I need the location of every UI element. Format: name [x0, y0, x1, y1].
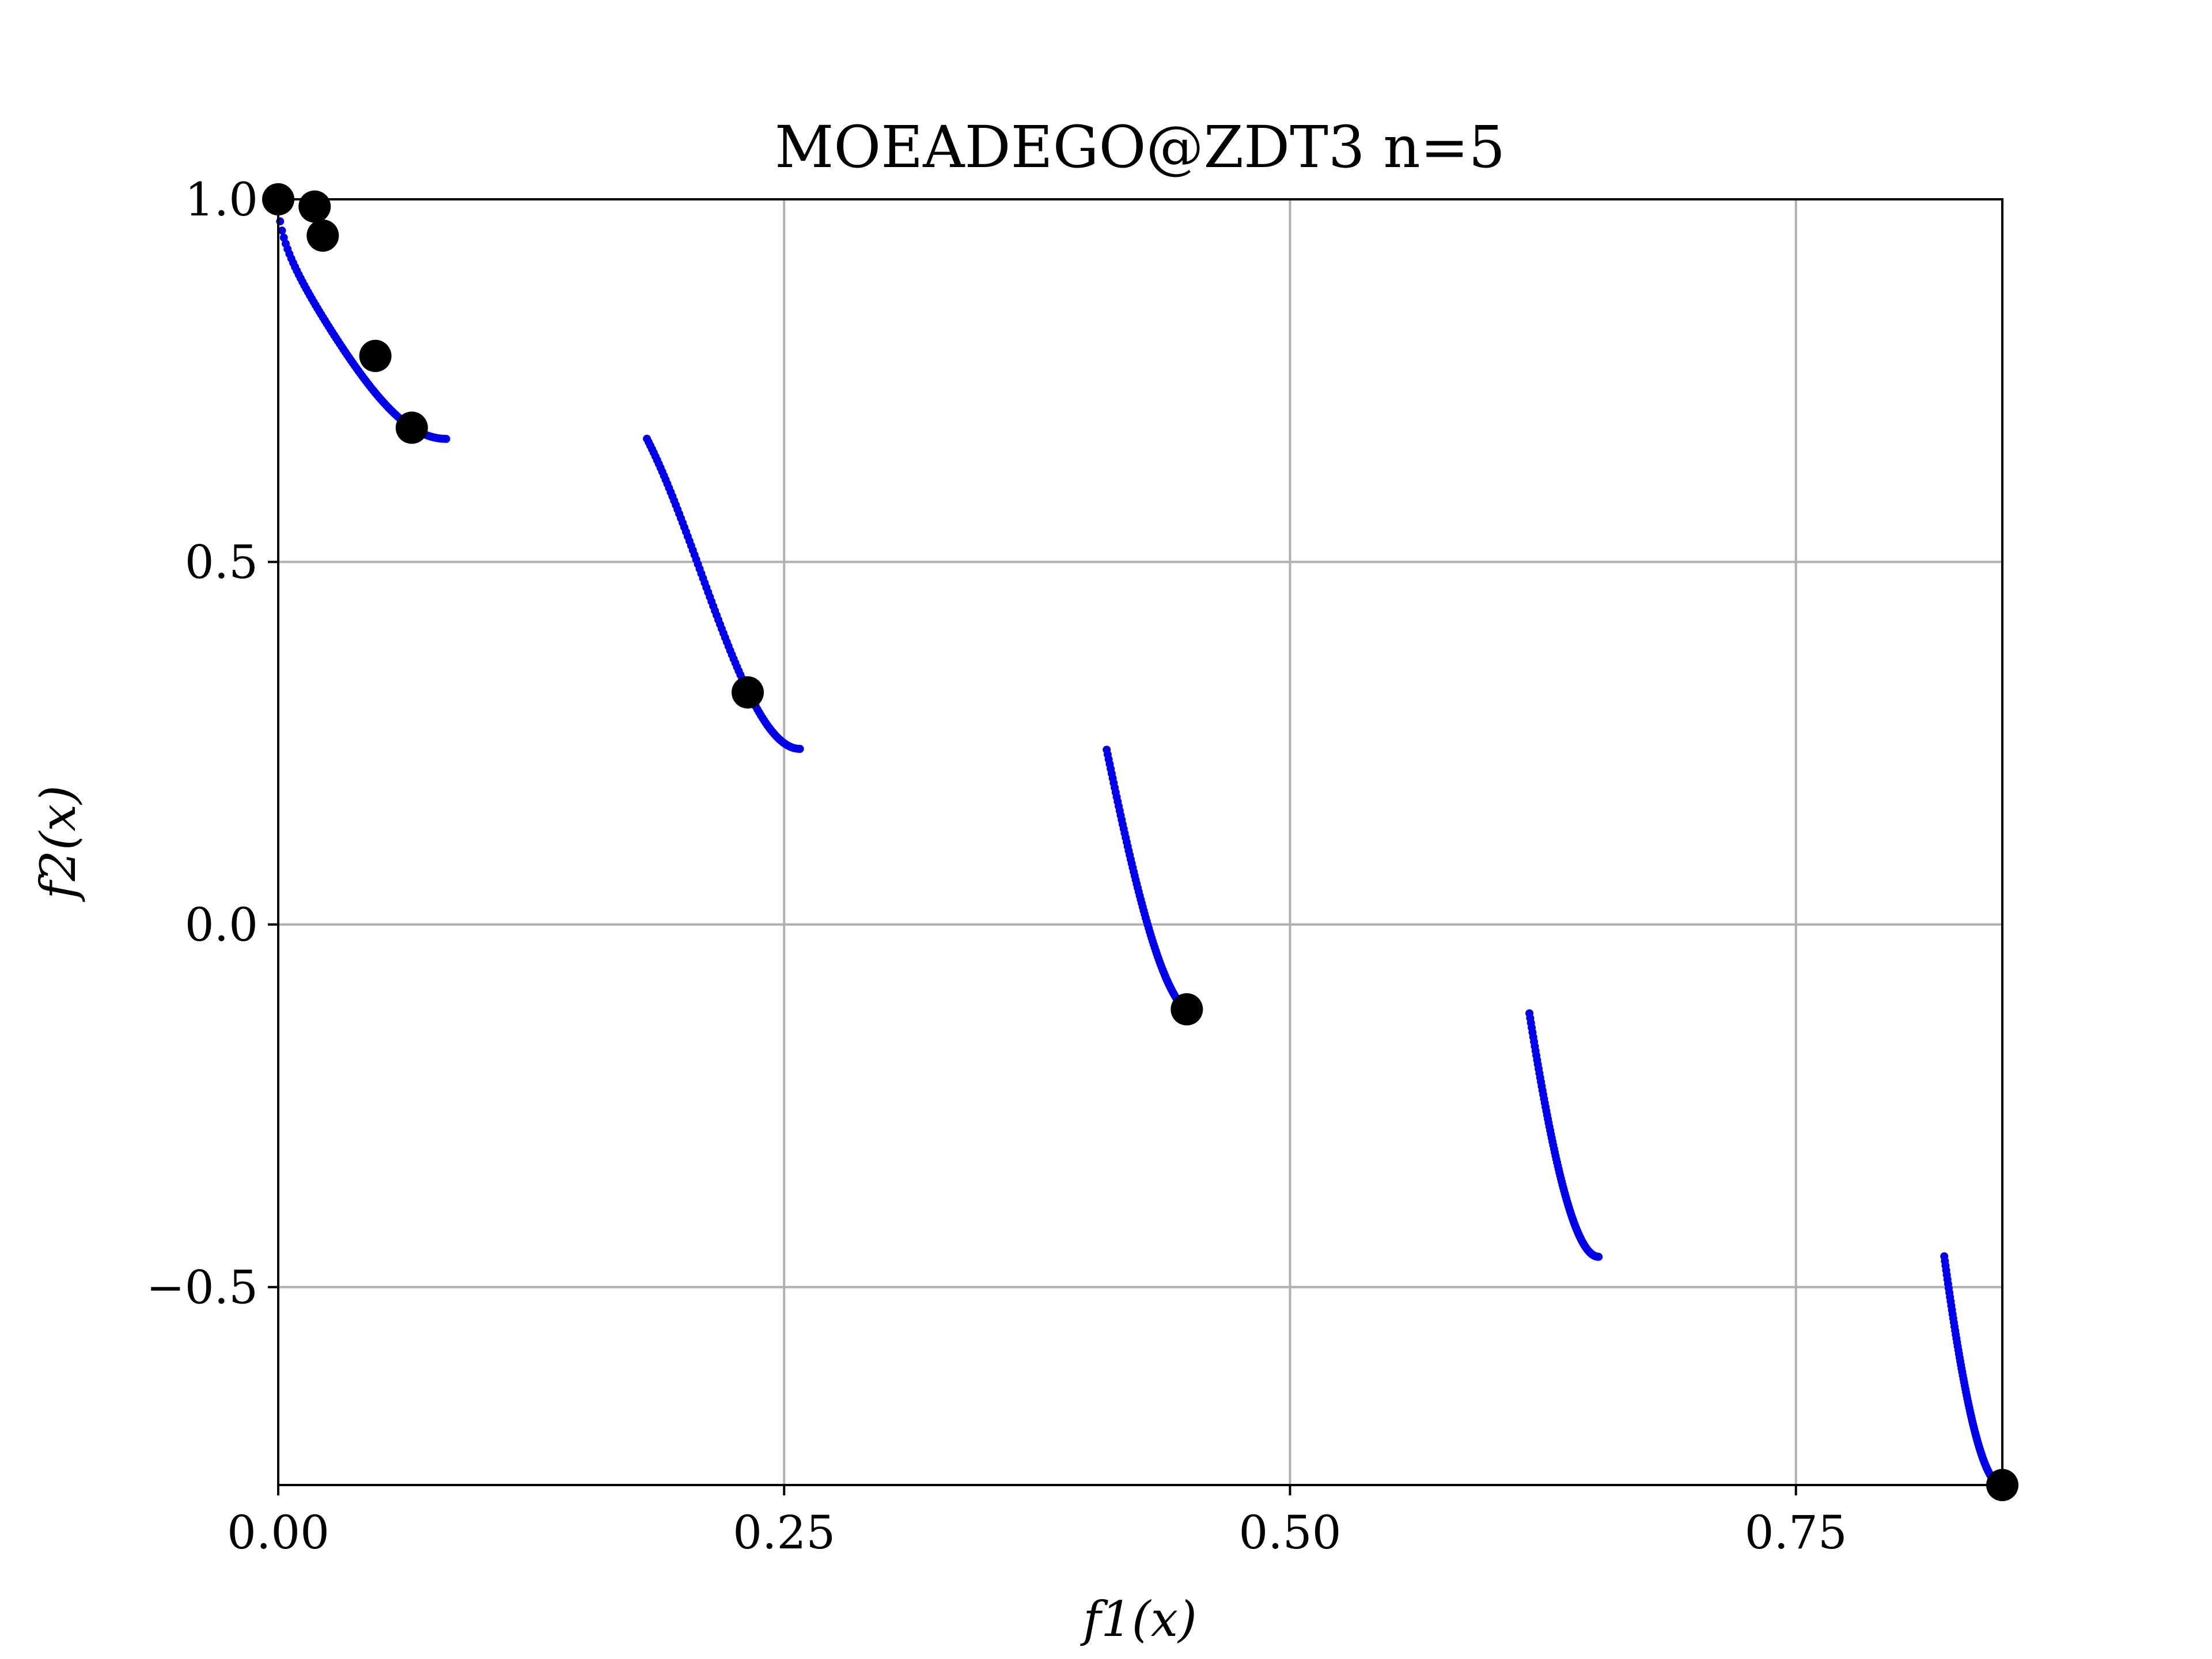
data-point [1171, 993, 1203, 1026]
front-point [1594, 1252, 1603, 1261]
x-axis: 0.00 0.25 0.50 0.75 [227, 1485, 1847, 1559]
data-point [359, 339, 392, 372]
y-axis: −0.5 0.0 0.5 1.0 [146, 173, 278, 1314]
y-axis-title: f2(x) [30, 785, 86, 902]
front-point [278, 226, 286, 235]
y-tick-label: −0.5 [146, 1260, 258, 1314]
grid [278, 199, 2002, 1485]
data-point [395, 411, 428, 444]
x-axis-title: f1(x) [1080, 1591, 1196, 1647]
plot-frame [277, 198, 2003, 1486]
data-point [306, 219, 339, 252]
front-point [796, 745, 804, 753]
chart-title: MOEADEGO@ZDT3 n=5 [775, 113, 1505, 181]
y-tick-label: 0.0 [185, 898, 258, 952]
x-tick-label: 0.00 [227, 1506, 329, 1559]
front-point [442, 434, 450, 443]
data-point [298, 190, 331, 223]
x-tick-label: 0.50 [1238, 1506, 1341, 1559]
data-point [731, 676, 764, 709]
x-tick-label: 0.75 [1745, 1506, 1847, 1559]
y-tick-label: 0.5 [185, 535, 258, 589]
y-tick-label: 1.0 [185, 173, 258, 226]
x-tick-label: 0.25 [733, 1506, 835, 1559]
